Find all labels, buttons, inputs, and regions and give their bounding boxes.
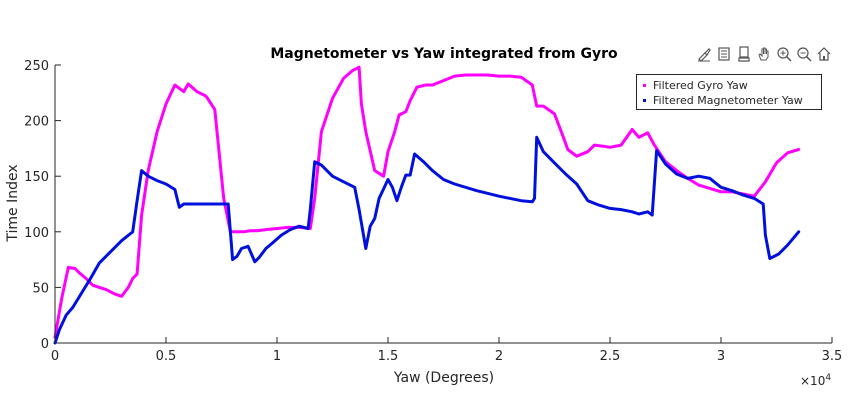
- x-tick-label: 1: [273, 349, 281, 364]
- y-tick-label: 250: [24, 59, 49, 74]
- legend-marker-gyro: [643, 84, 646, 87]
- zoom-out-icon[interactable]: [794, 44, 813, 64]
- x-tick-label: 0: [51, 349, 59, 364]
- x-axis-label: Yaw (Degrees): [393, 370, 494, 386]
- x-tick-label: 2: [495, 349, 503, 364]
- y-tick-label: 0: [41, 337, 49, 352]
- legend-label-magnetometer: Filtered Magnetometer Yaw: [653, 94, 803, 107]
- x-tick-label: 0.5: [156, 349, 177, 364]
- pan-hand-icon[interactable]: [754, 44, 773, 64]
- data-tips-icon[interactable]: [714, 44, 733, 64]
- chart-title: Magnetometer vs Yaw integrated from Gyro: [270, 46, 618, 62]
- axes-toolbar: [694, 44, 833, 64]
- legend: Filtered Gyro Yaw Filtered Magnetometer …: [636, 74, 822, 110]
- series-line-magnetometer: [53, 135, 801, 345]
- zoom-in-icon[interactable]: [774, 44, 793, 64]
- x-tick-label: 2.5: [600, 349, 621, 364]
- y-tick-label: 200: [24, 115, 49, 130]
- y-tick-label: 150: [24, 170, 49, 185]
- axes-layer: 0 0.5 1 1.5 2 2.5 3 3.5 0 50 100 150 200 250: [24, 59, 842, 364]
- y-tick-label: 100: [24, 226, 49, 241]
- x-tick-label: 3: [717, 349, 725, 364]
- legend-item-magnetometer: Filtered Magnetometer Yaw: [643, 93, 803, 108]
- legend-item-gyro: Filtered Gyro Yaw: [643, 78, 748, 93]
- x-exponent-power: 4: [825, 373, 831, 383]
- x-exponent-base: ×10: [800, 374, 825, 388]
- brush-icon[interactable]: [694, 44, 713, 64]
- export-icon[interactable]: [734, 44, 753, 64]
- x-exponent-label: ×104: [800, 373, 831, 388]
- x-tick-label: 3.5: [822, 349, 843, 364]
- series-layer: [53, 65, 801, 345]
- home-icon[interactable]: [814, 44, 833, 64]
- x-tick-label: 1.5: [378, 349, 399, 364]
- legend-label-gyro: Filtered Gyro Yaw: [653, 79, 748, 92]
- series-line-gyro: [53, 65, 801, 339]
- legend-marker-magnetometer: [643, 99, 646, 102]
- y-axis-label: Time Index: [5, 164, 21, 242]
- y-tick-label: 50: [32, 281, 49, 296]
